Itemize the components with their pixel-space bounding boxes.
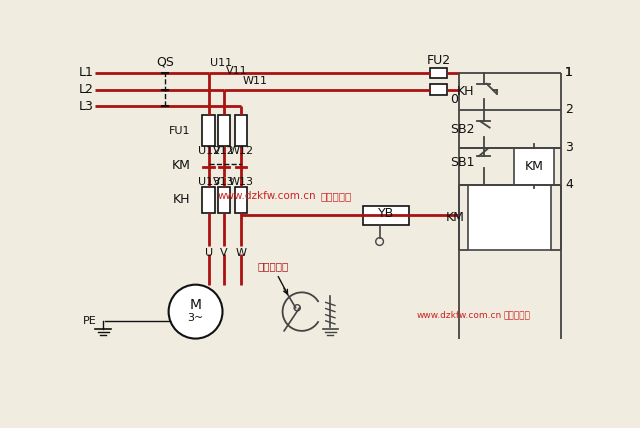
- Text: QS: QS: [156, 56, 173, 68]
- Text: U11: U11: [210, 58, 232, 68]
- Text: L1: L1: [79, 66, 94, 80]
- Bar: [235, 115, 247, 146]
- Text: FU1: FU1: [169, 126, 190, 136]
- Text: U: U: [205, 248, 212, 258]
- Text: M: M: [189, 298, 202, 312]
- Text: V11: V11: [225, 66, 247, 76]
- Text: 1: 1: [565, 66, 573, 80]
- Text: U13: U13: [198, 177, 220, 187]
- Text: YB: YB: [378, 207, 394, 220]
- Text: V: V: [220, 248, 228, 258]
- Text: FU2: FU2: [427, 54, 451, 67]
- Text: KM: KM: [172, 159, 190, 172]
- Text: 0: 0: [451, 92, 458, 106]
- Text: KH: KH: [457, 85, 474, 98]
- Text: KM: KM: [525, 160, 544, 172]
- Text: 电子开发网: 电子开发网: [320, 191, 351, 201]
- Text: U12: U12: [198, 146, 220, 156]
- Circle shape: [376, 238, 383, 245]
- Text: KM: KM: [445, 211, 464, 224]
- Circle shape: [294, 305, 300, 311]
- Bar: [202, 187, 215, 213]
- Text: L2: L2: [79, 83, 94, 96]
- Text: www.dzkfw.com.cn: www.dzkfw.com.cn: [416, 311, 502, 320]
- Text: 3~: 3~: [188, 313, 204, 323]
- Bar: [363, 206, 409, 225]
- Text: 3: 3: [565, 141, 573, 154]
- Text: www.dzkfw.com.cn: www.dzkfw.com.cn: [217, 191, 316, 201]
- Bar: [202, 115, 215, 146]
- Text: W11: W11: [243, 76, 268, 86]
- Text: W13: W13: [228, 177, 253, 187]
- Text: L3: L3: [79, 100, 94, 113]
- Text: SB2: SB2: [450, 123, 474, 136]
- Bar: [431, 84, 447, 95]
- Text: 4: 4: [565, 178, 573, 191]
- Text: 2: 2: [565, 104, 573, 116]
- Bar: [515, 148, 554, 184]
- Text: W12: W12: [228, 146, 253, 156]
- Bar: [468, 184, 551, 250]
- Text: PE: PE: [83, 316, 97, 326]
- Bar: [235, 187, 247, 213]
- Bar: [218, 115, 230, 146]
- Circle shape: [168, 285, 223, 339]
- Bar: [431, 68, 447, 78]
- Text: 1: 1: [565, 66, 573, 80]
- Text: 通电时分开: 通电时分开: [257, 261, 289, 294]
- Text: KH: KH: [173, 193, 190, 206]
- Text: W: W: [236, 248, 246, 258]
- Text: 电子开发网: 电子开发网: [503, 311, 530, 320]
- Text: V12: V12: [213, 146, 235, 156]
- Bar: [218, 187, 230, 213]
- Text: V13: V13: [213, 177, 235, 187]
- Text: SB1: SB1: [450, 156, 474, 169]
